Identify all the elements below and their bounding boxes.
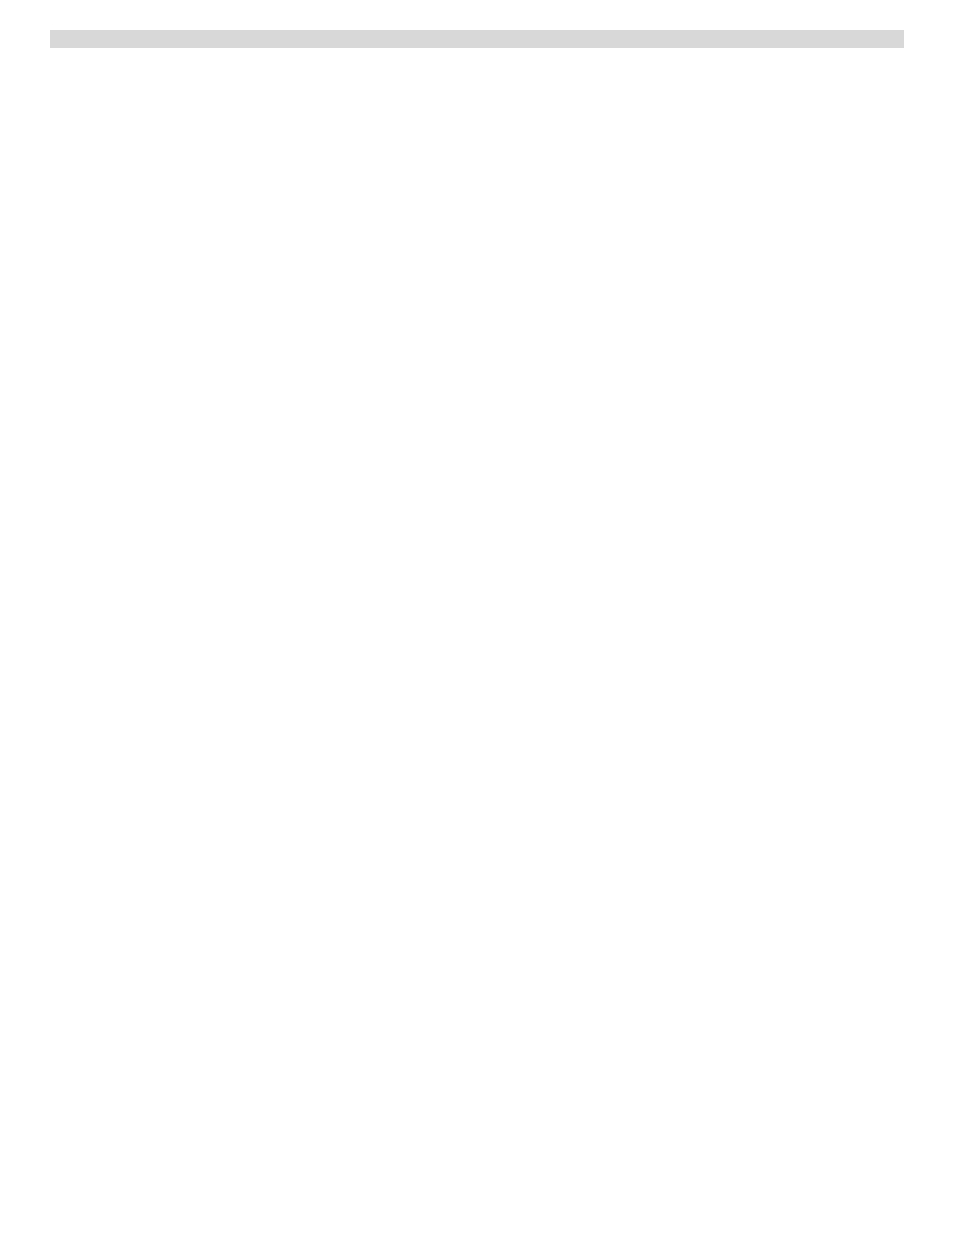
section-title-bar <box>50 30 904 48</box>
page <box>0 0 954 133</box>
